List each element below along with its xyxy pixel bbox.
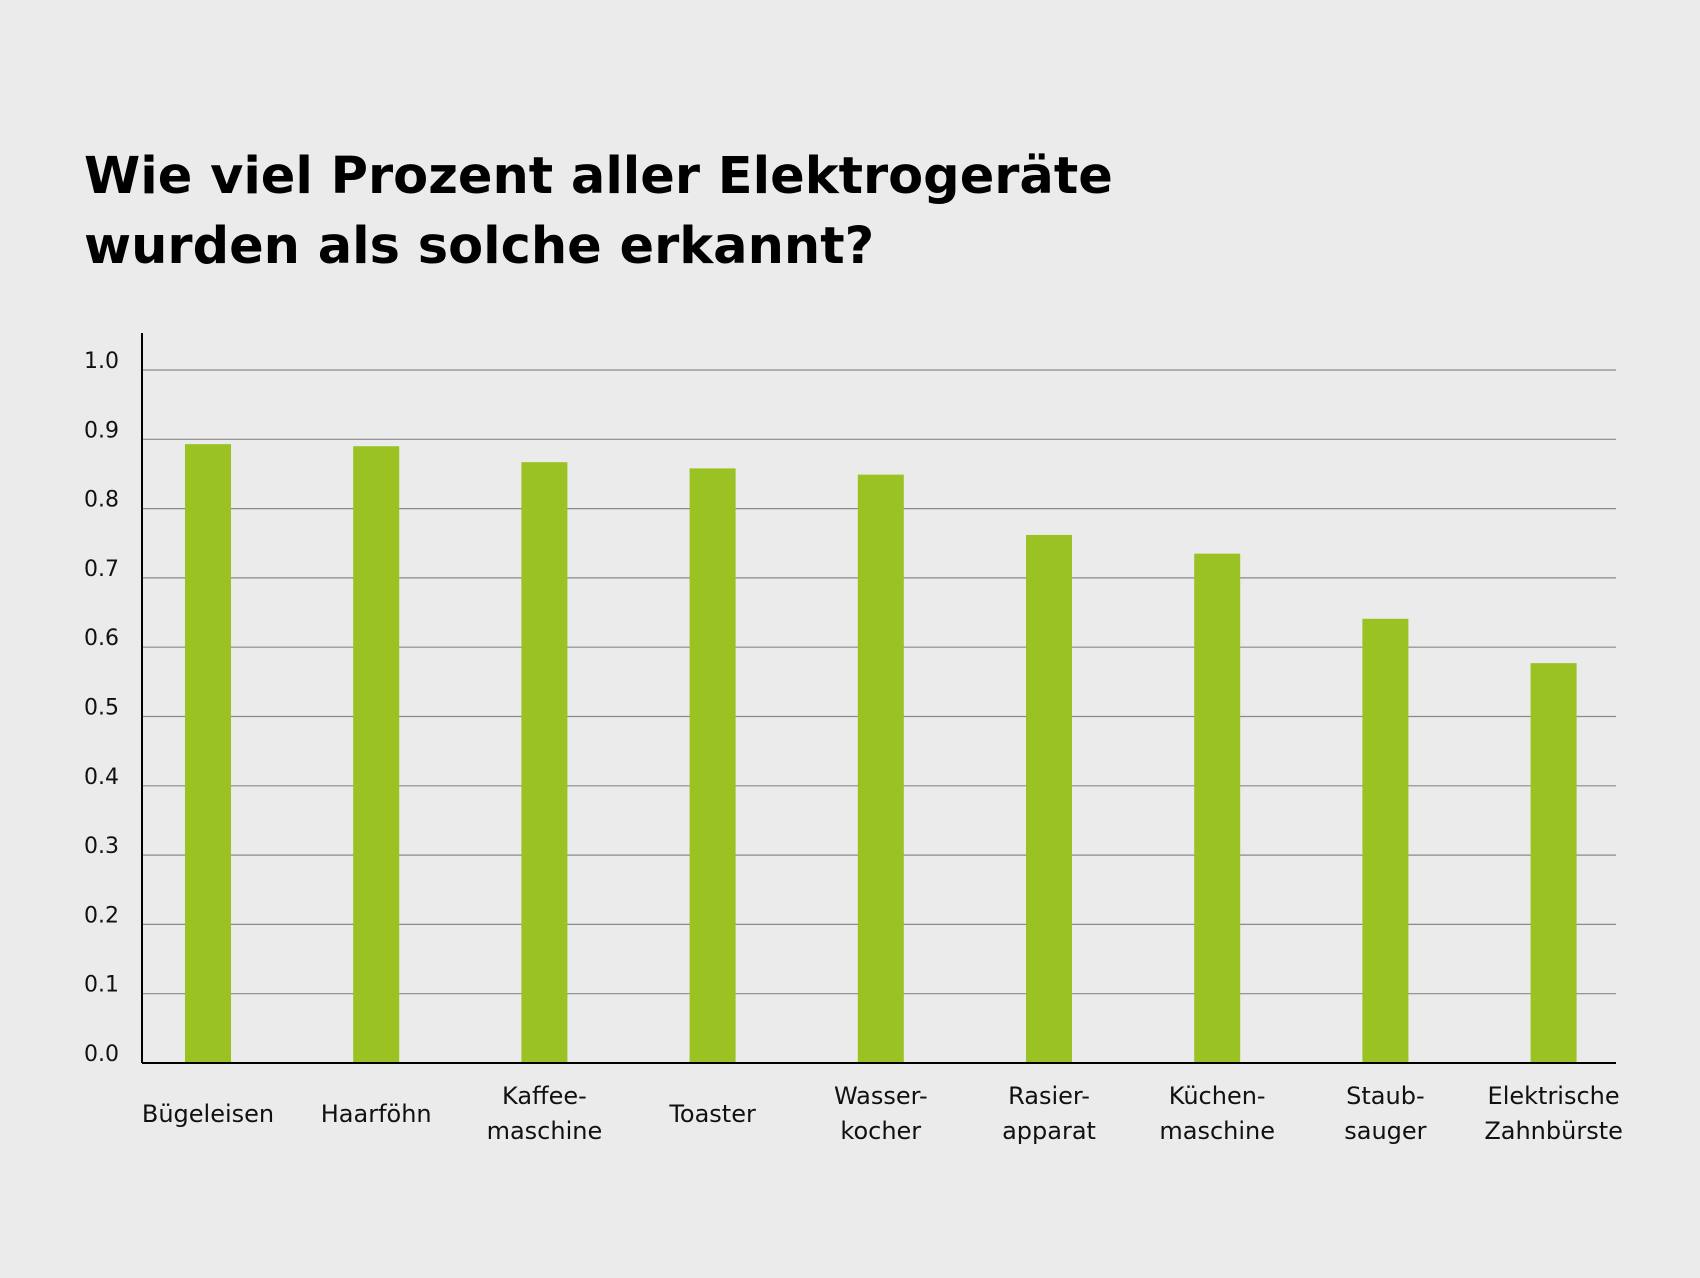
category-label: Küchen-maschine [1159,1082,1275,1145]
axes [141,333,1616,1064]
category-label: Staub-sauger [1344,1082,1426,1145]
category-label: Wasser-kocher [834,1082,928,1145]
bar [185,444,231,1063]
y-tick-label: 0.5 [84,696,119,721]
bar [353,446,400,1064]
category-label: Rasier-apparat [1002,1082,1096,1145]
category-label: Toaster [668,1100,756,1128]
y-tick-label: 1.0 [84,349,119,374]
y-tick-label: 0.3 [84,834,119,859]
y-tick-label: 0.0 [84,1042,119,1067]
chart-title-line-1: Wie viel Prozent aller Elektrogeräte [84,147,1113,206]
bar [1530,663,1577,1063]
y-tick-label: 0.1 [84,973,119,998]
chart-title: Wie viel Prozent aller Elektrogeräte wur… [84,142,1184,282]
y-tick-label: 0.2 [84,903,119,928]
bar [1026,534,1072,1063]
category-label: Bügeleisen [142,1100,274,1128]
category-label: Haarföhn [321,1100,432,1128]
category-label: Elektrische Zahnbürste [1484,1082,1623,1145]
y-axis-ticks: 0.0 0.1 0.2 0.3 0.4 0.5 0.6 0.7 0.8 0.9 1.0 [84,349,119,1067]
y-tick-label: 0.9 [84,418,119,443]
bar [1194,553,1241,1063]
category-label: Kaffee-maschine [487,1082,603,1145]
y-tick-label: 0.4 [84,765,119,790]
bar [689,468,736,1063]
y-tick-label: 0.6 [84,626,119,651]
chart-title-line-2: wurden als solche erkannt? [84,217,875,276]
bars [185,444,1577,1064]
bar [1362,618,1409,1063]
bar [857,474,904,1063]
y-tick-label: 0.8 [84,488,119,513]
y-tick-label: 0.7 [84,557,119,582]
bar [521,462,568,1063]
x-axis-labels: Bügeleisen Haarföhn Kaffee-maschine Toaster… [142,1082,1623,1145]
